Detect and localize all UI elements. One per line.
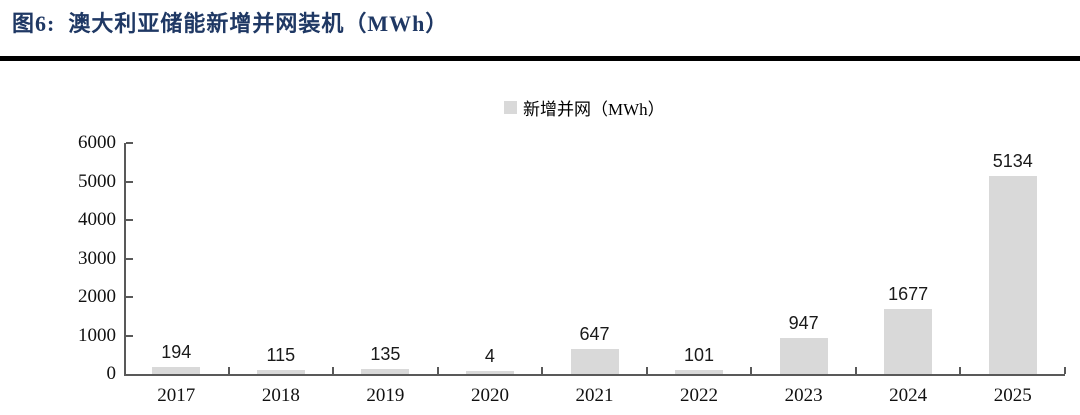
- x-axis-label-2017: 2017: [157, 385, 196, 406]
- x-axis-label-2019: 2019: [366, 385, 405, 406]
- x-axis-tick: [332, 367, 335, 374]
- title-divider: [0, 56, 1080, 61]
- bar-value-2020: 4: [484, 346, 495, 366]
- y-axis-label: 4000: [78, 209, 116, 230]
- y-axis-line: [124, 143, 126, 376]
- x-axis-tick: [645, 367, 648, 374]
- x-axis-label-2020: 2020: [470, 385, 509, 406]
- x-axis-label-2018: 2018: [261, 385, 300, 406]
- y-axis-label: 2000: [78, 286, 116, 307]
- bar-value-2022: 101: [684, 345, 715, 365]
- bar-2023: [779, 338, 828, 374]
- y-axis-tick: [126, 296, 133, 298]
- bar-2017: [152, 367, 201, 374]
- legend-label: 新增并网（MWh）: [523, 100, 665, 119]
- y-axis-tick: [126, 219, 133, 221]
- bar-2020: [465, 371, 514, 374]
- bar-value-2023: 947: [788, 313, 819, 333]
- x-axis-tick: [541, 367, 544, 374]
- chart-legend: 新增并网（MWh）: [504, 95, 665, 120]
- bar-2024: [884, 309, 933, 374]
- legend-swatch-icon: [504, 101, 517, 114]
- y-axis-label: 5000: [78, 170, 116, 192]
- x-axis-tick: [959, 367, 962, 374]
- bar-value-2025: 5134: [992, 151, 1033, 171]
- y-axis-label: 0: [106, 363, 117, 384]
- x-axis-tick: [854, 367, 857, 374]
- x-axis-label-2025: 2025: [993, 385, 1032, 406]
- bar-2021: [570, 349, 619, 374]
- x-axis-label-2021: 2021: [575, 385, 614, 406]
- bar-2018: [256, 370, 305, 374]
- y-axis-tick: [126, 257, 133, 260]
- x-axis-tick: [227, 367, 230, 374]
- y-axis-tick: [126, 180, 133, 183]
- bar-value-2017: 194: [161, 342, 192, 362]
- x-axis-tick: [750, 367, 753, 374]
- x-axis-tick: [1064, 367, 1066, 374]
- x-axis-label-2024: 2024: [889, 385, 928, 406]
- y-axis-label: 3000: [78, 247, 116, 269]
- x-axis-line: [124, 374, 1065, 376]
- bar-value-2021: 647: [579, 324, 610, 344]
- bar-value-2019: 135: [370, 344, 401, 364]
- x-axis-label-2023: 2023: [784, 385, 823, 406]
- bar-2019: [361, 369, 410, 374]
- y-axis-tick: [126, 334, 133, 337]
- bar-value-2024: 1677: [888, 284, 929, 304]
- bar-value-2018: 115: [266, 345, 296, 365]
- figure-title: 图6: 澳大利亚储能新增并网装机（MWh）: [12, 11, 449, 36]
- y-axis-tick: [126, 142, 133, 144]
- bar-2025: [988, 176, 1037, 374]
- x-axis-label-2022: 2022: [680, 385, 719, 406]
- y-axis-label: 1000: [78, 324, 116, 346]
- bar-2022: [675, 370, 724, 374]
- y-axis-label: 6000: [78, 132, 116, 153]
- x-axis-tick: [436, 367, 439, 374]
